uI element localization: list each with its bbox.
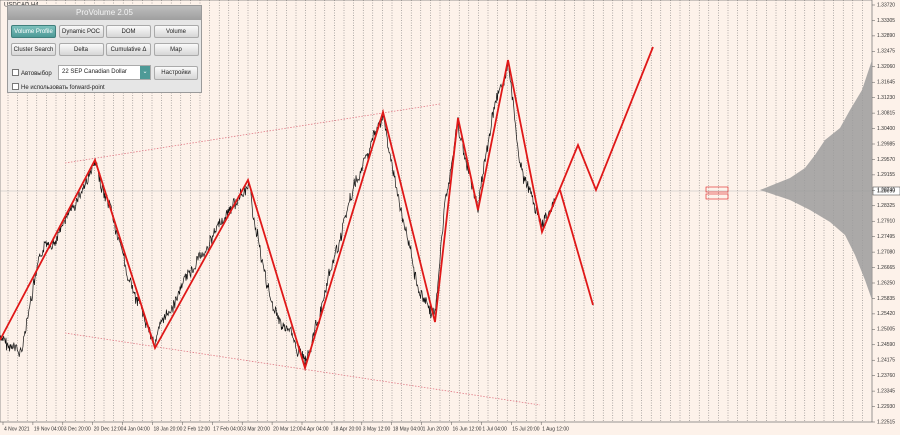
time-tick-label: 4 Jan 04:00	[124, 426, 150, 432]
instrument-text: 22 SEP Canadian Dollar	[62, 69, 127, 75]
time-tick-label: 15 Jul 20:00	[512, 426, 539, 432]
time-tick-label: 18 May 04:00	[393, 426, 424, 432]
settings-button[interactable]: Настройки	[154, 66, 198, 80]
time-tick-label: 3 Mar 20:00	[243, 426, 270, 432]
time-tick-label: 16 Jun 12:00	[453, 426, 482, 432]
time-tick-label: 20 Dec 12:00	[94, 426, 124, 432]
price-tick-label: 1.27910	[877, 219, 895, 225]
price-tick-label: 1.30815	[877, 110, 895, 116]
time-tick-label: 1 Jun 20:00	[423, 426, 449, 432]
time-tick-label: 3 May 12:00	[363, 426, 391, 432]
price-tick-label: 1.33305	[877, 18, 895, 24]
time-tick-label: 4 Nov 2021	[4, 426, 30, 432]
current-price-box	[872, 186, 900, 196]
time-tick-label: 19 Nov 04:00	[34, 426, 64, 432]
forward-point-checkbox[interactable]: Не использовать forward-point	[12, 83, 105, 91]
price-tick-label: 1.32475	[877, 49, 895, 55]
panel-button[interactable]: Dynamic POC	[58, 25, 104, 38]
panel-title: ProVolume 2.05	[8, 6, 201, 20]
level-box	[705, 186, 729, 193]
price-tick-label: 1.22515	[877, 419, 895, 425]
price-tick-label: 1.27080	[877, 249, 895, 255]
time-tick-label: 4 Apr 04:00	[303, 426, 329, 432]
price-tick-label: 1.30400	[877, 126, 895, 132]
price-tick-label: 1.28325	[877, 203, 895, 209]
panel-button[interactable]: Volume Profile	[11, 25, 56, 38]
panel-button[interactable]: Map	[153, 43, 199, 56]
price-tick-label: 1.29155	[877, 172, 895, 178]
price-tick-label: 1.24175	[877, 358, 895, 364]
price-tick-label: 1.24590	[877, 342, 895, 348]
level-box	[705, 193, 729, 200]
select-arrow: ⌄	[140, 66, 150, 79]
auto-select-checkbox[interactable]: Автовыбор	[12, 69, 52, 77]
time-tick-label: 3 Dec 20:00	[64, 426, 91, 432]
time-tick-label: 17 Feb 04:00	[213, 426, 243, 432]
price-tick-label: 1.29985	[877, 141, 895, 147]
price-tick-label: 1.23345	[877, 388, 895, 394]
provolume-panel: ProVolume 2.05 Volume Profile Dynamic POC…	[7, 5, 202, 93]
price-tick-label: 1.29570	[877, 157, 895, 163]
price-tick-label: 1.32890	[877, 33, 895, 39]
price-tick-label: 1.31645	[877, 80, 895, 86]
panel-button[interactable]: Volume	[153, 25, 199, 38]
time-tick-label: 1 Jul 04:00	[482, 426, 507, 432]
price-tick-label: 1.32060	[877, 64, 895, 70]
price-tick-label: 1.27495	[877, 234, 895, 240]
price-tick-label: 1.28740	[877, 188, 895, 194]
zigzag-forecast	[0, 46, 654, 372]
volume-profile	[760, 60, 872, 300]
panel-button[interactable]: DOM	[106, 25, 151, 38]
panel-button[interactable]: Cluster Search	[11, 43, 56, 56]
price-tick-label: 1.26665	[877, 265, 895, 271]
time-tick-label: 1 Aug 12:00	[542, 426, 569, 432]
time-tick-label: 2 Feb 12:00	[183, 426, 210, 432]
price-tick-label: 1.22930	[877, 404, 895, 410]
channel-top	[64, 103, 441, 164]
time-tick-label: 18 Jan 20:00	[154, 426, 183, 432]
price-axis: 1.33720 1.33305 1.32890 1.32475 1.32060 1.316…	[872, 2, 895, 425]
instrument-select[interactable]: 22 SEP Canadian Dollar ⌄	[58, 65, 151, 80]
channel-bottom	[64, 332, 541, 406]
time-tick-label: 18 Apr 20:00	[333, 426, 362, 432]
price-tick-label: 1.26250	[877, 280, 895, 286]
current-price-label: 1.28699	[877, 188, 895, 194]
price-tick-label: 1.31230	[877, 95, 895, 101]
time-axis: 4 Nov 2021 19 Nov 04:00 3 Dec 20:00 20 Dec …	[2, 422, 569, 432]
price-tick-label: 1.25005	[877, 327, 895, 333]
time-tick-label: 20 Mar 12:00	[273, 426, 303, 432]
panel-button[interactable]: Cumulative Δ	[106, 43, 151, 56]
price-tick-label: 1.33720	[877, 2, 895, 8]
price-tick-label: 1.23760	[877, 373, 895, 379]
panel-button[interactable]: Delta	[58, 43, 104, 56]
price-tick-label: 1.25835	[877, 296, 895, 302]
price-tick-label: 1.25420	[877, 311, 895, 317]
zigzag-alt	[559, 189, 594, 306]
